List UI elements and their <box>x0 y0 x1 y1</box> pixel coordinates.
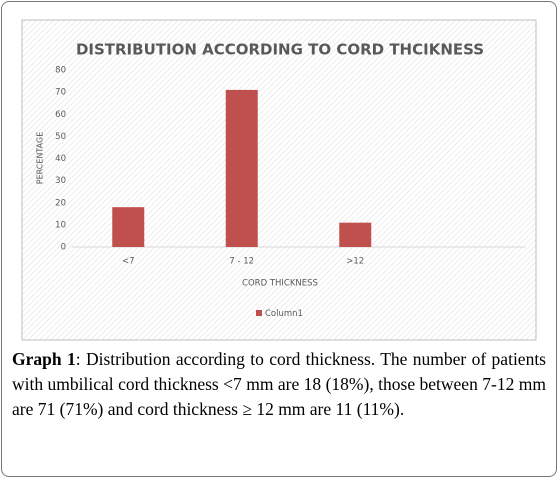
y-tick-label: 20 <box>55 198 66 208</box>
caption-text: : Distribution according to cord thickne… <box>12 349 546 419</box>
legend-label: Column1 <box>265 309 303 319</box>
y-tick-label: 60 <box>55 110 66 120</box>
x-tick-label: 7 - 12 <box>229 257 254 267</box>
legend-swatch <box>256 310 262 316</box>
x-tick-label: <7 <box>122 257 135 267</box>
y-tick-label: 70 <box>55 88 66 98</box>
chart: DISTRIBUTION ACCORDING TO CORD THCIKNESS… <box>21 19 537 341</box>
chart-area <box>21 19 537 341</box>
chart-title: DISTRIBUTION ACCORDING TO CORD THCIKNESS <box>76 41 484 59</box>
bar <box>112 207 145 247</box>
x-tick-label: >12 <box>346 257 364 267</box>
bar <box>225 89 258 247</box>
y-tick-label: 0 <box>61 243 66 253</box>
y-tick-label: 80 <box>55 66 66 76</box>
y-tick-label: 40 <box>55 154 66 164</box>
y-tick-label: 50 <box>55 132 66 142</box>
y-axis-label: PERCENTAGE <box>36 132 45 185</box>
x-axis-label: CORD THICKNESS <box>242 279 318 289</box>
caption: Graph 1: Distribution according to cord … <box>12 347 546 422</box>
y-tick-label: 30 <box>55 176 66 186</box>
y-tick-label: 10 <box>55 220 66 230</box>
caption-label: Graph 1 <box>12 349 76 369</box>
bar <box>339 222 372 247</box>
